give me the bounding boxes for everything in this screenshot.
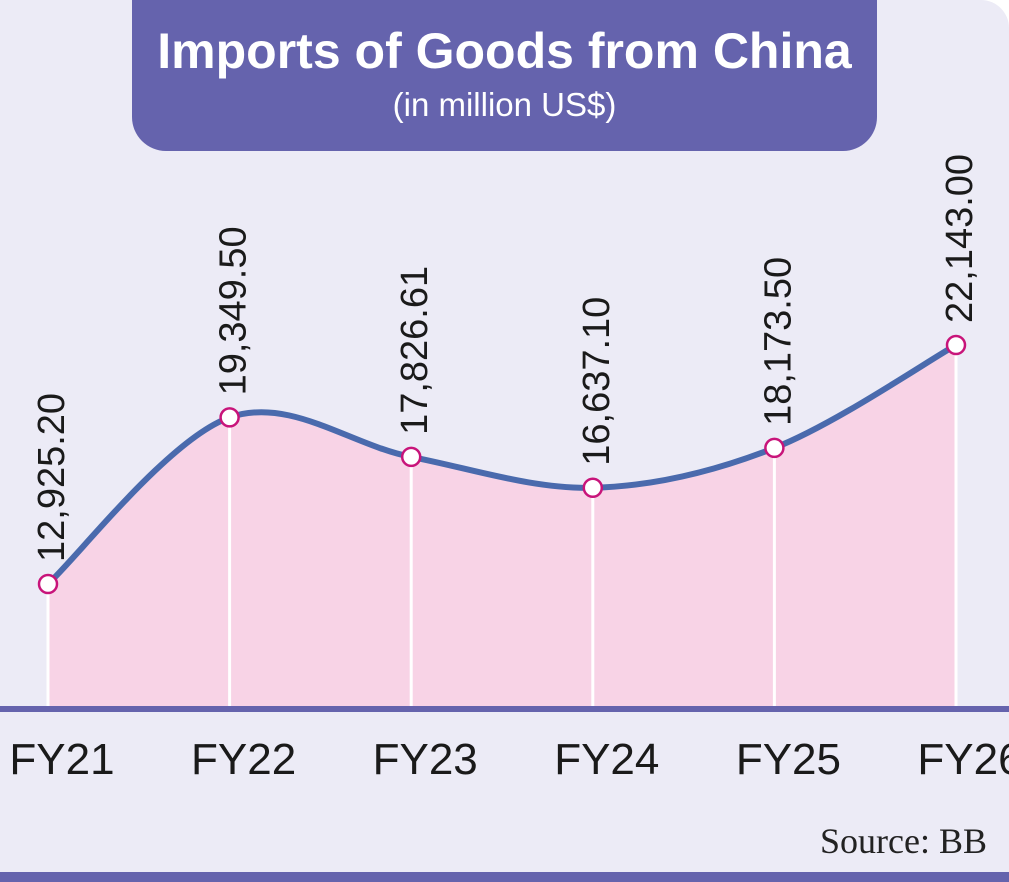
- value-label-fy24: 16,637.10: [576, 297, 618, 466]
- source-note: Source: BB: [820, 821, 987, 861]
- chart-title: Imports of Goods from China: [157, 23, 852, 79]
- series-line: [45, 342, 959, 587]
- data-point-fy24: [582, 477, 604, 499]
- value-label-fy23: 17,826.61: [394, 266, 436, 435]
- value-label-fy22: 19,349.50: [213, 226, 255, 395]
- data-point-fy25: [764, 437, 785, 459]
- x-tick-label-fy25: FY25: [736, 735, 841, 784]
- value-label-fy25: 18,173.50: [757, 257, 799, 426]
- data-point-fy22: [219, 407, 240, 428]
- data-point-fy23: [400, 446, 422, 468]
- area-fill: [48, 345, 956, 706]
- x-tick-label-fy22: FY22: [191, 735, 296, 784]
- title-banner: Imports of Goods from China (in million …: [132, 0, 877, 151]
- x-tick-label-fy26: FY26: [917, 735, 1009, 784]
- value-label-fy21: 12,925.20: [31, 393, 73, 562]
- value-label-fy26: 22,143.00: [939, 154, 981, 323]
- x-tick-label-fy23: FY23: [373, 735, 478, 784]
- data-point-fy21: [37, 573, 59, 595]
- x-tick-label-fy24: FY24: [554, 735, 659, 784]
- chart-subtitle: (in million US$): [392, 86, 617, 123]
- x-tick-label-fy21: FY21: [9, 735, 114, 784]
- data-point-fy26: [945, 334, 967, 356]
- bottom-bar: [0, 872, 1009, 882]
